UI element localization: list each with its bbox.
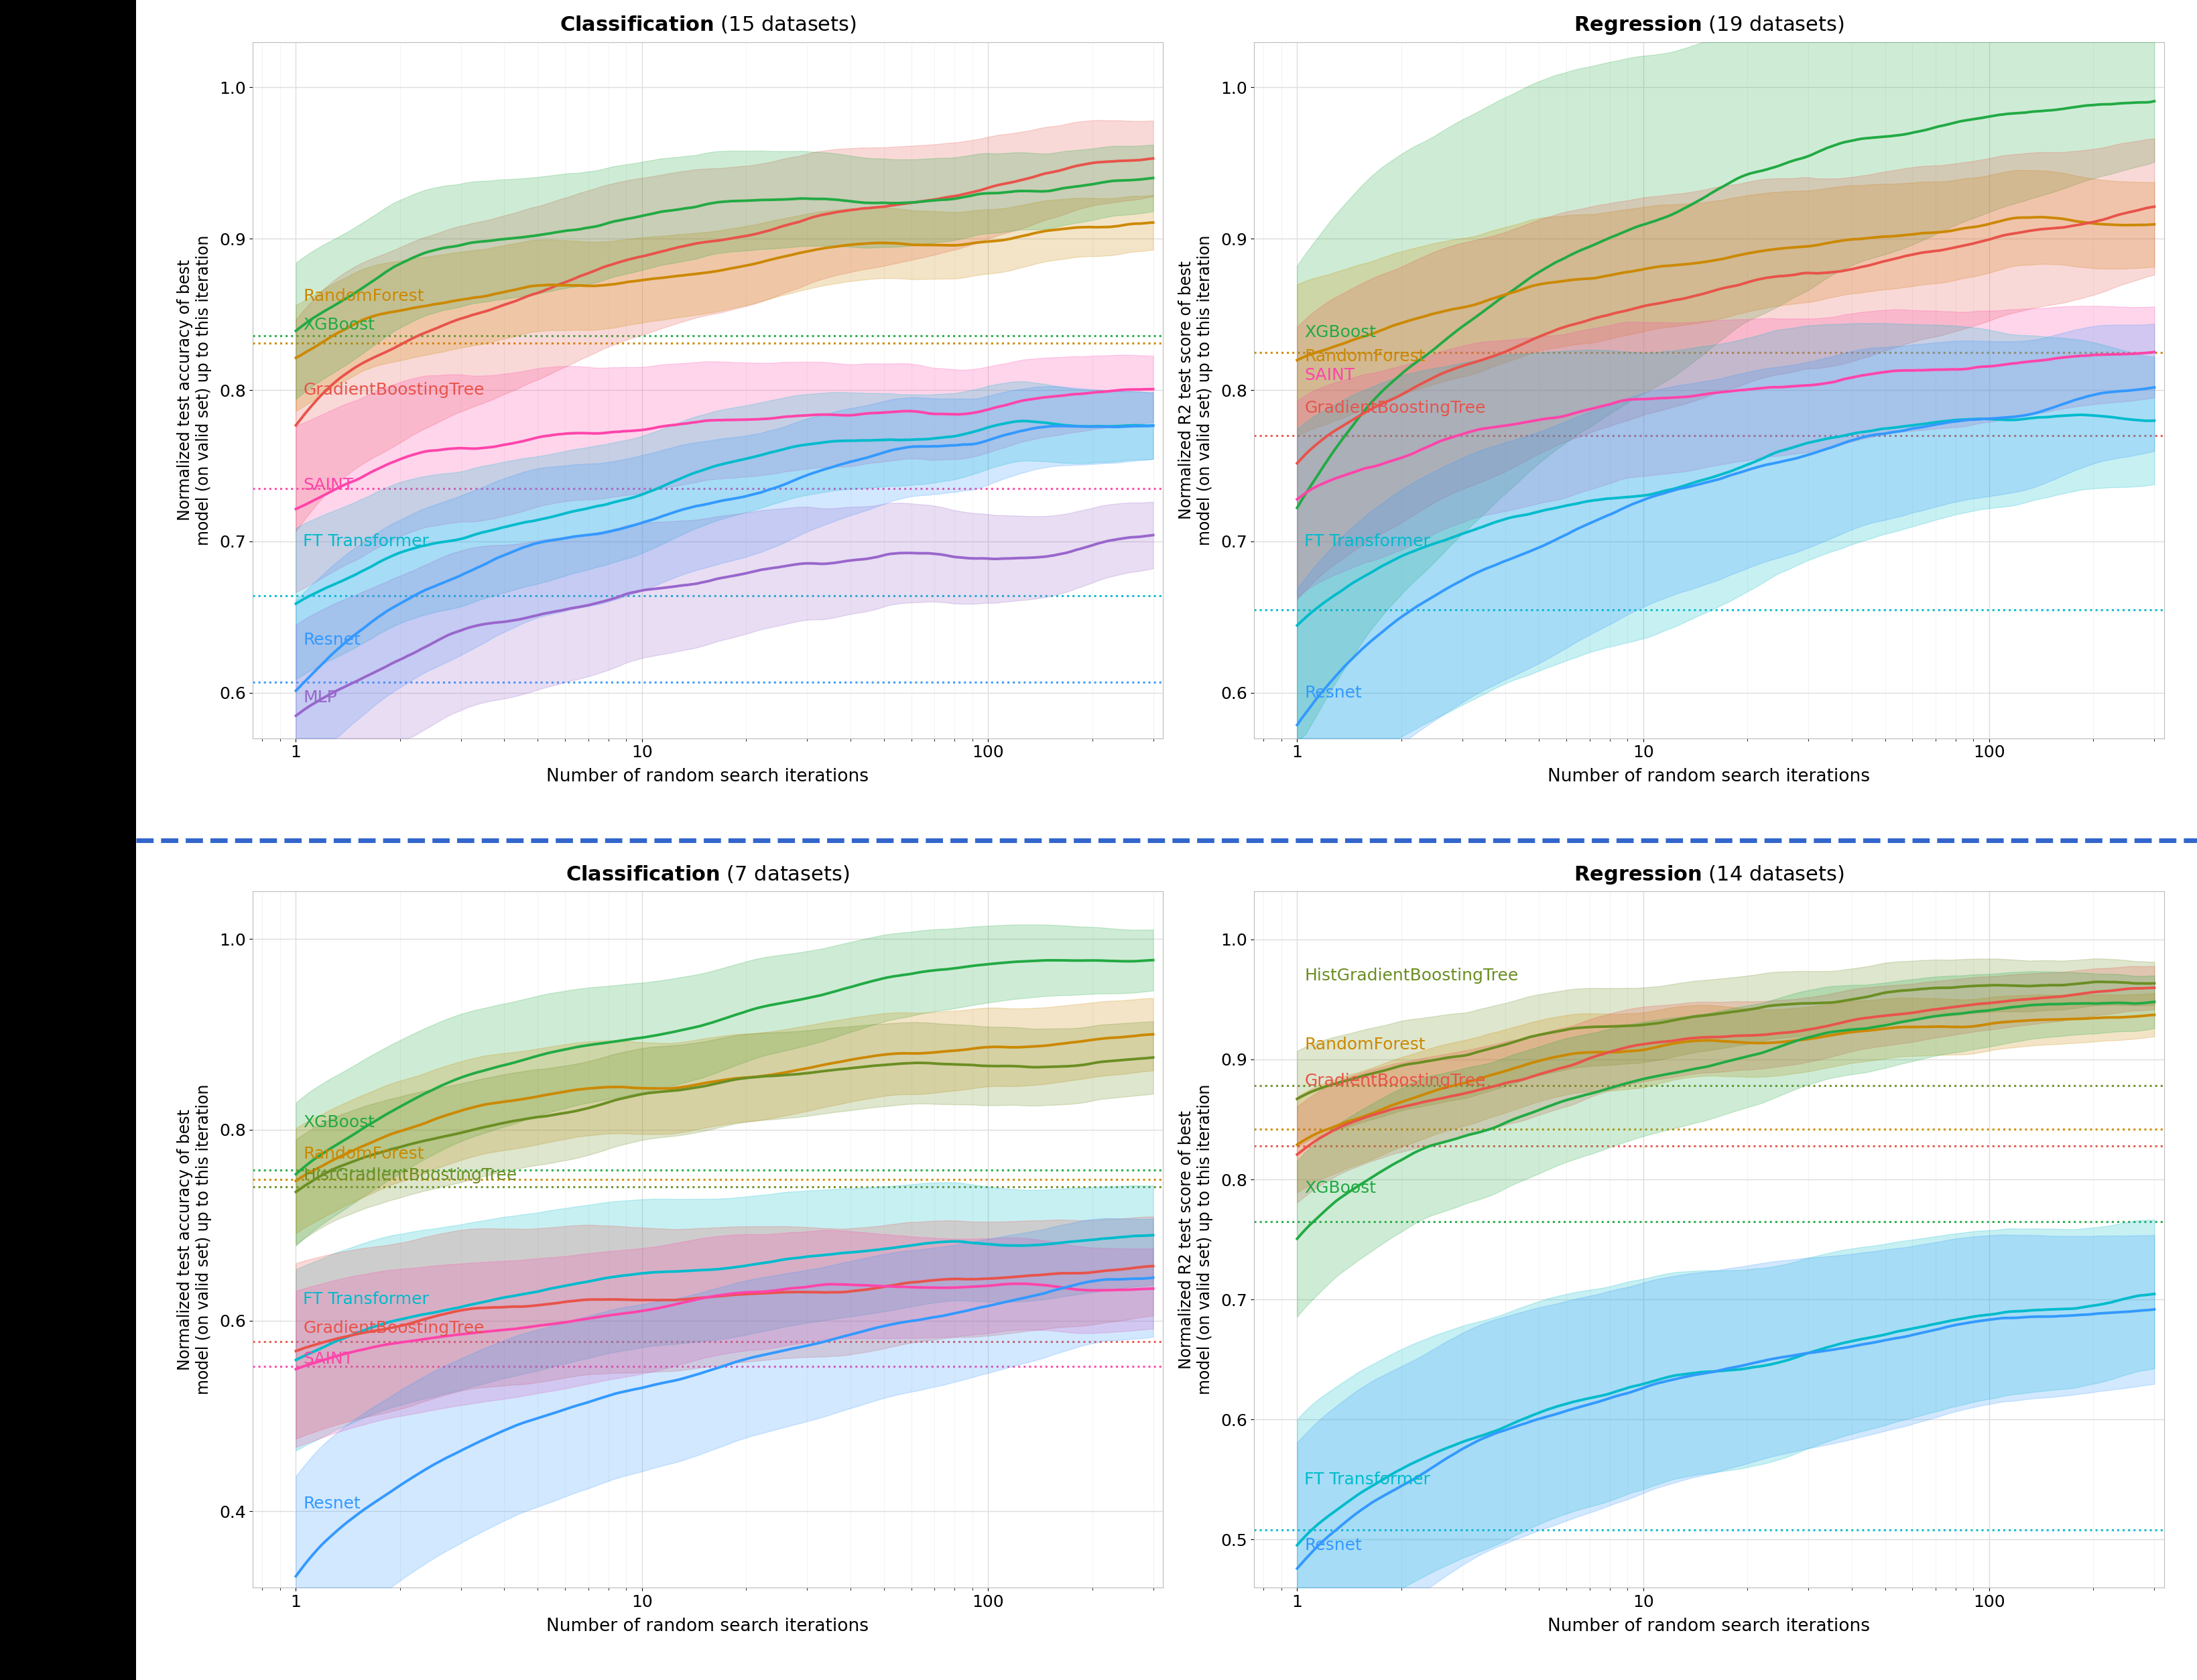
X-axis label: Number of random search iterations: Number of random search iterations (1547, 768, 1870, 786)
Text: FT Transformer: FT Transformer (303, 534, 428, 549)
Y-axis label: Normalized R2 test score of best
model (on valid set) up to this iteration: Normalized R2 test score of best model (… (1178, 235, 1213, 546)
Text: XGBoost: XGBoost (1305, 1179, 1375, 1196)
Text: RandomForest: RandomForest (1305, 1037, 1426, 1053)
Y-axis label: Normalized test accuracy of best
model (on valid set) up to this iteration: Normalized test accuracy of best model (… (178, 1084, 211, 1394)
Text: XGBoost: XGBoost (303, 318, 376, 333)
Text: FT Transformer: FT Transformer (1305, 1472, 1430, 1487)
Text: FT Transformer: FT Transformer (1305, 534, 1430, 549)
Text: SAINT: SAINT (303, 477, 354, 494)
Text: GradientBoostingTree: GradientBoostingTree (303, 381, 486, 398)
Text: XGBoost: XGBoost (1305, 324, 1375, 341)
X-axis label: Number of random search iterations: Number of random search iterations (547, 768, 870, 786)
Text: Resnet: Resnet (1305, 685, 1362, 701)
Text: RandomForest: RandomForest (303, 1146, 424, 1161)
Y-axis label: Normalized R2 test score of best
model (on valid set) up to this iteration: Normalized R2 test score of best model (… (1178, 1084, 1213, 1394)
Text: MLP: MLP (303, 689, 336, 706)
Text: SAINT: SAINT (1305, 366, 1356, 383)
Text: XGBoost: XGBoost (303, 1114, 376, 1131)
Text: SAINT: SAINT (303, 1351, 354, 1368)
Title: $\bf{Regression}$ (14 datasets): $\bf{Regression}$ (14 datasets) (1573, 864, 1843, 885)
Text: HistGradientBoostingTree: HistGradientBoostingTree (303, 1168, 516, 1184)
Y-axis label: Normalized test accuracy of best
model (on valid set) up to this iteration: Normalized test accuracy of best model (… (178, 235, 211, 546)
Text: HistGradientBoostingTree: HistGradientBoostingTree (1305, 968, 1518, 983)
Text: FT Transformer: FT Transformer (303, 1292, 428, 1307)
X-axis label: Number of random search iterations: Number of random search iterations (547, 1618, 870, 1635)
X-axis label: Number of random search iterations: Number of random search iterations (1547, 1618, 1870, 1635)
Text: GradientBoostingTree: GradientBoostingTree (1305, 1074, 1485, 1089)
Text: GradientBoostingTree: GradientBoostingTree (1305, 400, 1485, 417)
Text: GradientBoostingTree: GradientBoostingTree (303, 1320, 486, 1336)
Title: $\bf{Classification}$ (7 datasets): $\bf{Classification}$ (7 datasets) (567, 864, 850, 884)
Text: Resnet: Resnet (303, 1495, 360, 1512)
Title: $\bf{Classification}$ (15 datasets): $\bf{Classification}$ (15 datasets) (560, 13, 857, 35)
Text: Resnet: Resnet (303, 632, 360, 648)
Text: RandomForest: RandomForest (303, 289, 424, 304)
Text: RandomForest: RandomForest (1305, 349, 1426, 365)
Text: Resnet: Resnet (1305, 1537, 1362, 1554)
Title: $\bf{Regression}$ (19 datasets): $\bf{Regression}$ (19 datasets) (1573, 13, 1843, 37)
